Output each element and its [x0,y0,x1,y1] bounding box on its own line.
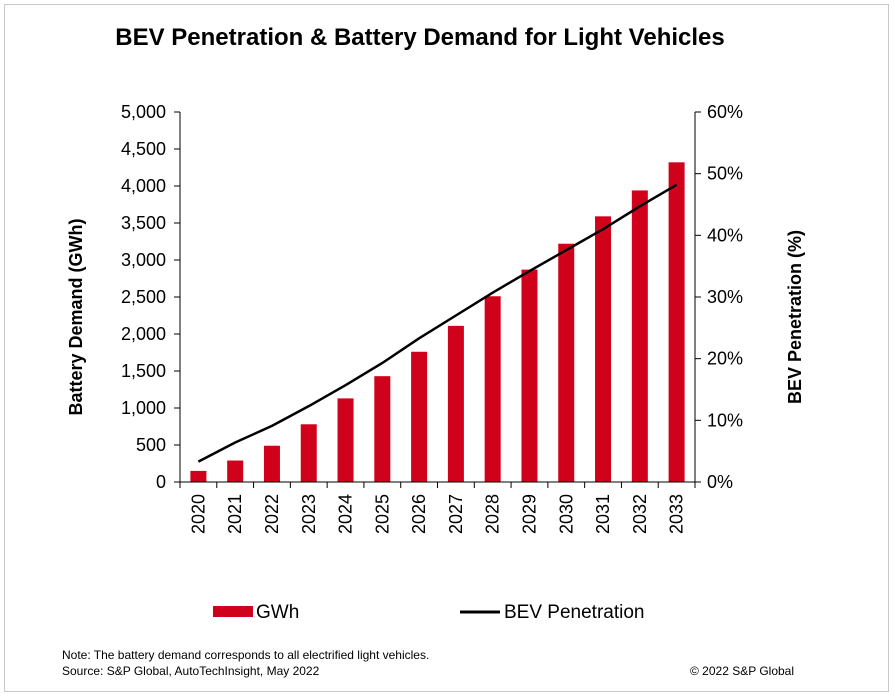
x-tick-label: 2028 [483,494,503,534]
y-tick-label-right: 30% [707,287,743,307]
y-tick-label-left: 5,000 [121,102,166,122]
bar-2024 [337,398,354,482]
legend-label-gwh: GWh [256,602,299,623]
y-axis-title-left: Battery Demand (GWh) [66,218,86,415]
bar-2021 [227,460,244,482]
y-tick-label-right: 50% [707,164,743,184]
bev-penetration-line [197,183,678,463]
footnote-source: Source: S&P Global, AutoTechInsight, May… [62,664,320,678]
bar-2030 [558,243,575,482]
y-tick-label-left: 3,500 [121,213,166,233]
y-tick-label-right: 60% [707,102,743,122]
chart-title: BEV Penetration & Battery Demand for Lig… [115,24,725,51]
y-tick-label-right: 0% [707,472,733,492]
x-tick-label: 2021 [225,494,245,534]
y-axis-title-right: BEV Penetration (%) [785,230,805,404]
bar-2025 [374,376,391,482]
y-tick-label-left: 1,000 [121,398,166,418]
x-tick-label: 2020 [188,494,208,534]
copyright-text: © 2022 S&P Global [690,664,795,678]
x-tick-label: 2023 [299,494,319,534]
chart-frame [4,4,889,692]
footnote-note: Note: The battery demand corresponds to … [62,648,430,662]
y-tick-label-left: 1,500 [121,361,166,381]
x-tick-label: 2032 [630,494,650,534]
y-tick-label-left: 500 [136,435,166,455]
bar-2023 [300,424,317,482]
y-tick-label-left: 2,000 [121,324,166,344]
x-tick-label: 2022 [262,494,282,534]
x-tick-label: 2031 [593,494,613,534]
bar-2026 [411,351,428,482]
bar-2022 [263,445,280,482]
y-tick-label-left: 4,000 [121,176,166,196]
y-tick-label-left: 3,000 [121,250,166,270]
y-tick-label-right: 40% [707,225,743,245]
y-tick-label-right: 20% [707,349,743,369]
bar-2028 [484,296,501,482]
y-tick-label-left: 2,500 [121,287,166,307]
bar-2020 [190,470,207,482]
bar-2029 [521,269,538,482]
x-tick-label: 2025 [372,494,392,534]
x-tick-label: 2027 [446,494,466,534]
x-tick-label: 2029 [519,494,539,534]
legend-label-bev: BEV Penetration [504,602,644,623]
bar-2031 [595,216,612,482]
x-tick-label: 2026 [409,494,429,534]
x-tick-label: 2030 [556,494,576,534]
y-tick-label-left: 0 [156,472,166,492]
bar-2027 [447,325,464,482]
x-tick-label: 2033 [667,494,687,534]
bar-2032 [631,190,648,482]
x-tick-label: 2024 [336,494,356,534]
y-tick-label-right: 10% [707,410,743,430]
bar-2033 [668,162,685,482]
legend-swatch-gwh [213,606,253,617]
y-tick-label-left: 4,500 [121,139,166,159]
